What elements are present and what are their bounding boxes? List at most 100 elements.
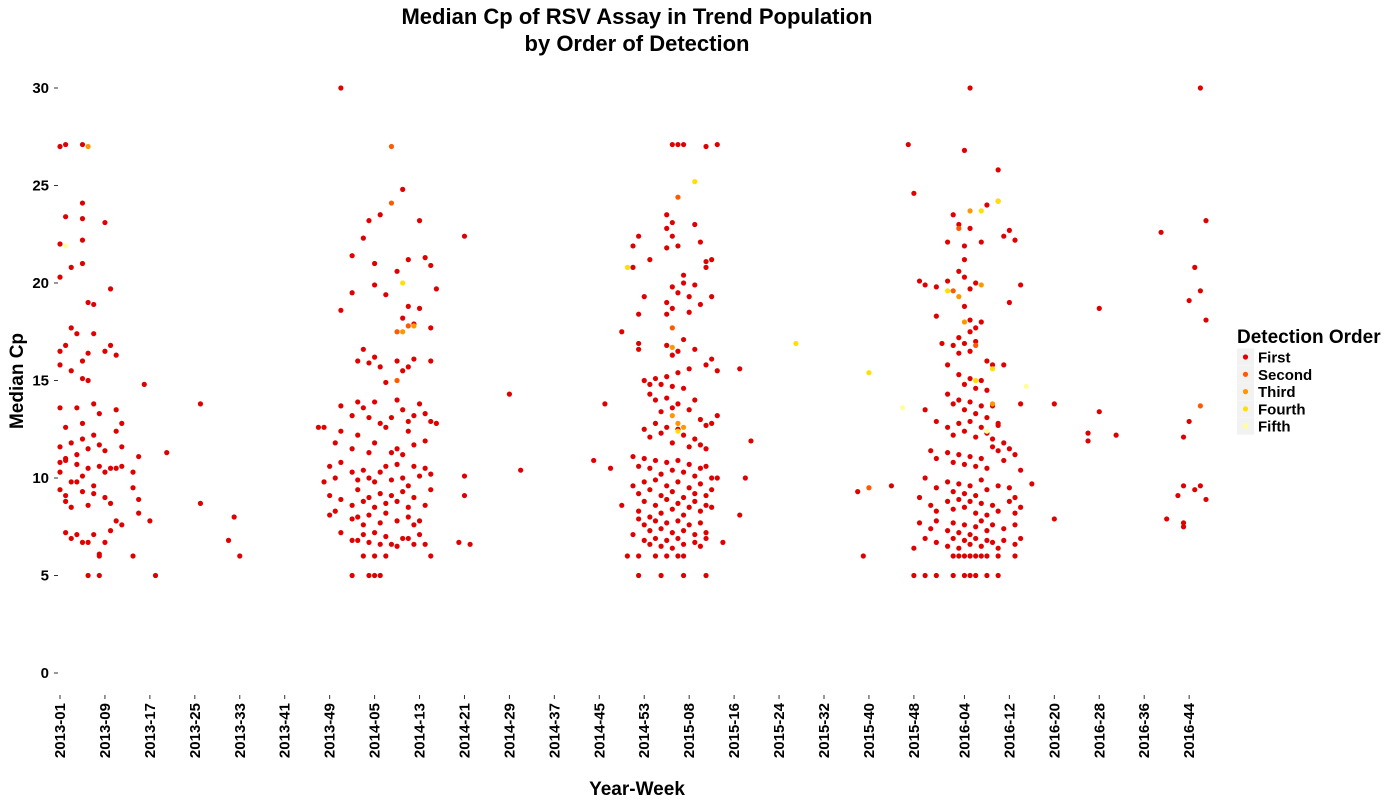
data-point xyxy=(349,502,355,508)
data-point xyxy=(360,522,366,528)
data-point xyxy=(664,311,670,317)
data-point xyxy=(692,436,698,442)
data-point xyxy=(961,303,968,309)
data-point xyxy=(675,518,681,524)
data-point xyxy=(63,530,69,536)
data-point xyxy=(1001,362,1007,368)
data-point xyxy=(652,553,659,559)
data-point xyxy=(79,200,86,206)
data-point xyxy=(1012,553,1018,559)
data-point xyxy=(1051,516,1057,522)
data-point xyxy=(383,533,389,540)
data-point xyxy=(961,319,968,325)
data-point xyxy=(433,286,439,292)
data-point xyxy=(967,317,973,323)
data-point xyxy=(664,520,670,526)
data-point xyxy=(394,446,400,452)
x-tick-label: 2015-32 xyxy=(816,703,833,758)
data-point xyxy=(63,141,69,148)
data-point xyxy=(933,455,939,462)
data-point xyxy=(961,147,968,153)
data-point xyxy=(647,391,653,397)
data-point xyxy=(978,553,984,559)
data-point xyxy=(973,342,979,348)
data-point xyxy=(697,508,704,514)
data-point xyxy=(360,498,366,504)
data-point xyxy=(411,541,417,547)
data-point xyxy=(675,500,681,506)
data-point xyxy=(405,483,411,489)
data-point xyxy=(63,498,69,504)
data-point xyxy=(995,422,1001,428)
data-point xyxy=(995,198,1001,204)
series-fifth xyxy=(63,243,1029,434)
data-point xyxy=(338,459,344,465)
x-tick-label: 2016-20 xyxy=(1046,703,1063,758)
data-point xyxy=(57,362,63,368)
data-point xyxy=(973,411,979,417)
data-point xyxy=(989,362,996,368)
data-point xyxy=(518,467,524,473)
data-point xyxy=(956,221,962,228)
data-point xyxy=(428,358,434,364)
data-point xyxy=(1051,401,1057,407)
data-point xyxy=(933,508,939,514)
data-point xyxy=(400,280,406,286)
data-point xyxy=(355,399,361,405)
data-point xyxy=(1012,510,1018,516)
data-point xyxy=(1113,432,1119,438)
data-point xyxy=(956,225,962,231)
data-point xyxy=(680,572,687,579)
data-point xyxy=(119,444,125,450)
data-point xyxy=(956,553,962,559)
data-point xyxy=(321,424,327,430)
data-point xyxy=(388,143,395,150)
chart-title-line-2: by Order of Detection xyxy=(525,31,750,56)
data-point xyxy=(1197,85,1203,91)
data-point xyxy=(400,452,406,458)
data-point xyxy=(147,518,153,524)
data-point xyxy=(961,461,968,467)
data-point xyxy=(978,424,984,430)
data-point xyxy=(973,524,979,530)
data-point xyxy=(79,375,86,382)
data-point xyxy=(973,510,979,516)
series-third xyxy=(85,143,996,430)
data-point xyxy=(85,377,91,384)
data-point xyxy=(697,465,704,471)
data-point xyxy=(1001,440,1007,446)
data-point xyxy=(57,487,63,493)
data-point xyxy=(636,508,642,514)
data-point xyxy=(989,366,996,372)
data-point xyxy=(1001,457,1007,464)
data-point xyxy=(355,537,361,544)
data-point xyxy=(113,428,119,434)
data-point xyxy=(989,436,996,442)
data-point xyxy=(973,385,979,391)
data-point xyxy=(400,407,406,413)
data-point xyxy=(680,385,687,391)
data-point xyxy=(860,553,866,559)
data-point xyxy=(1164,516,1170,522)
data-point xyxy=(944,288,951,294)
data-point xyxy=(113,407,119,413)
data-point xyxy=(360,467,366,473)
data-point xyxy=(85,143,91,150)
x-tick-label: 2014-45 xyxy=(591,703,608,758)
x-axis: 2013-01 2013-09 2013-17 2013-25 2013-33 2013-… xyxy=(52,695,1198,758)
data-point xyxy=(164,450,170,456)
data-point xyxy=(422,502,428,508)
data-point xyxy=(636,572,642,579)
data-point xyxy=(692,491,698,497)
data-point xyxy=(91,301,97,308)
data-point xyxy=(1018,467,1024,473)
data-point xyxy=(967,286,973,292)
data-point xyxy=(680,541,687,547)
data-point xyxy=(658,510,664,516)
data-point xyxy=(315,424,322,430)
data-point xyxy=(961,553,968,559)
data-point xyxy=(664,299,670,306)
data-point xyxy=(950,553,956,559)
data-point xyxy=(91,401,97,407)
data-point xyxy=(57,469,63,475)
